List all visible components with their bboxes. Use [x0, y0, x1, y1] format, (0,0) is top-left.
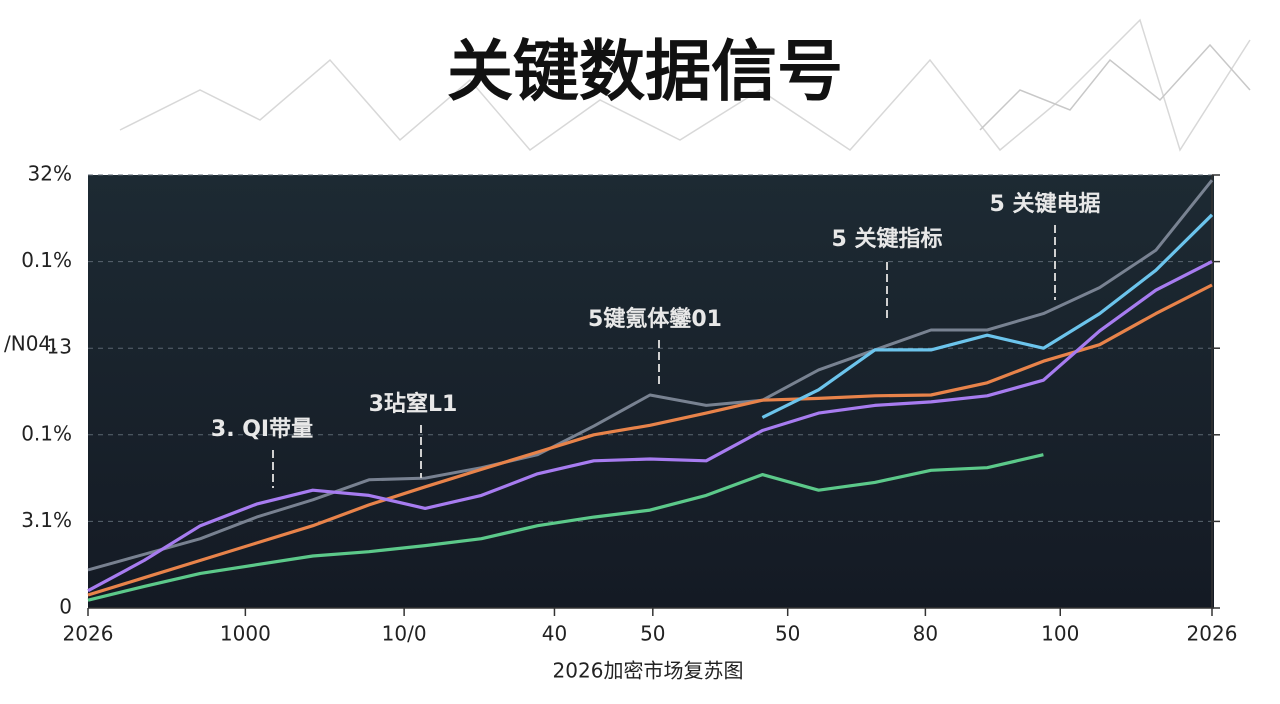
series-line [87, 283, 1213, 597]
x-tick-label: 2026 [63, 622, 114, 646]
annotation: 5键氪体鑾01 [588, 306, 722, 332]
x-tick-label: 100 [1041, 622, 1079, 646]
series-line [87, 260, 1213, 593]
x-axis-label: 2026加密市场复苏图 [553, 659, 744, 683]
x-tick-label: 50 [775, 622, 800, 646]
chart-title: 关键数据信号 [447, 33, 843, 110]
annotation: 3. QI带量 [211, 417, 313, 442]
y-tick-label: 13 [47, 335, 72, 359]
x-tick-label: 2026 [1187, 622, 1238, 646]
x-tick-label: 80 [913, 622, 938, 646]
y-axis-label: /N04. [4, 332, 58, 356]
series-line [761, 213, 1214, 419]
y-tick-label: 3.1% [21, 508, 72, 532]
annotations: 3. QI带量 3玷窒L1 5键氪体鑾01 5 关键指标 5 关键电据 [211, 191, 1101, 488]
grid: 0 3.1% 0.1% 13 0.1% 32% 2026 1000 10/0 40 50 50 80 10… [21, 162, 1237, 646]
y-tick-label: 32% [28, 162, 72, 186]
lines [87, 179, 1214, 602]
annotation: 5 关键指标 [832, 226, 943, 252]
series-line [87, 179, 1214, 572]
x-tick-label: 50 [640, 622, 665, 646]
x-tick-label: 40 [542, 622, 567, 646]
y-tick-label: 0.1% [21, 248, 72, 272]
series-line [87, 453, 1044, 602]
x-tick-label: 10/0 [382, 622, 427, 646]
x-tick-label: 1000 [220, 622, 271, 646]
background-sketch [119, 18, 1251, 152]
y-tick-label: 0.1% [21, 421, 72, 445]
annotation: 5 关键电据 [990, 191, 1101, 217]
annotation: 3玷窒L1 [369, 391, 458, 417]
y-tick-label: 0 [59, 595, 72, 619]
